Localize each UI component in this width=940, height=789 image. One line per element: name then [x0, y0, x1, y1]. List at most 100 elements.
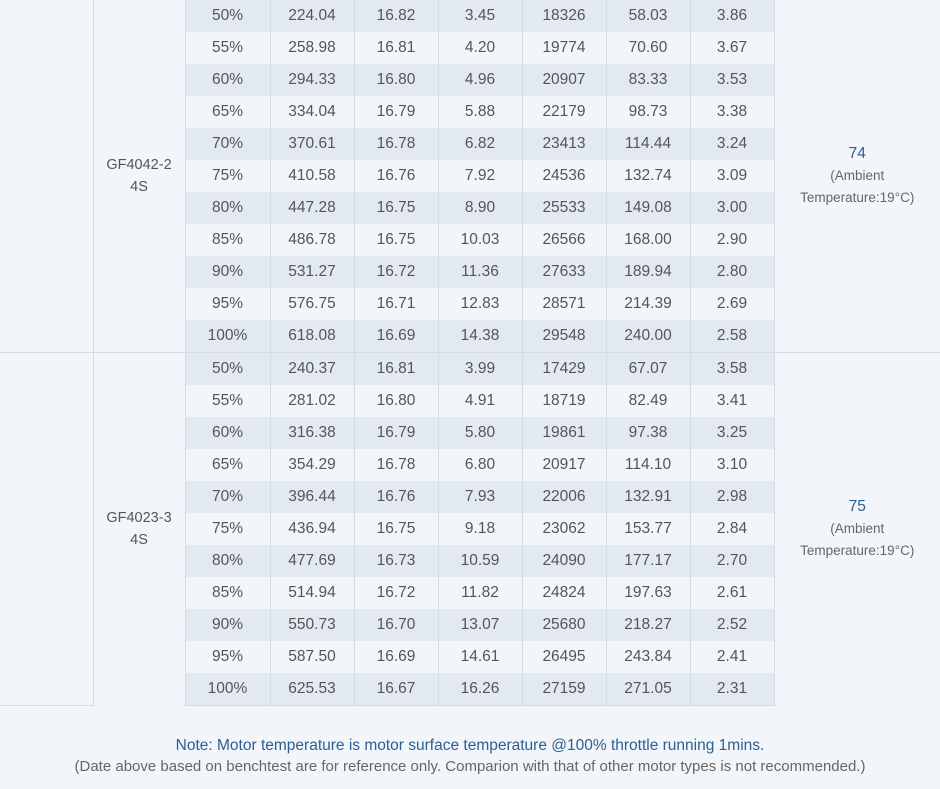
table-row: GF4042-2 4S 50% 224.04 16.82 3.45 18326 58.03 3.… — [0, 0, 940, 353]
table-row: 70% 396.44 16.76 7.93 22006 132.91 2.98 — [0, 481, 940, 513]
table-body: GF4042-2 4S 50% 224.04 16.82 3.45 18326 58.03 3.… — [0, 0, 940, 706]
value-cell: 370.61 — [269, 128, 355, 160]
value-cell: 16.76 — [353, 160, 439, 192]
value-cell: 25680 — [521, 609, 607, 641]
value-cell: 16.80 — [353, 64, 439, 96]
value-cell: 214.39 — [605, 288, 691, 320]
margin-cell — [0, 449, 94, 481]
table-row: 90% 531.27 16.72 11.36 27633 189.94 2.80 — [0, 256, 940, 288]
value-cell: 189.94 — [605, 256, 691, 288]
margin-cell — [0, 320, 94, 353]
table-row: 55% 258.98 16.81 4.20 19774 70.60 3.67 — [0, 32, 940, 64]
value-cell: 24090 — [521, 545, 607, 577]
margin-cell — [0, 128, 94, 160]
margin-cell — [0, 352, 94, 385]
value-cell: 486.78 — [269, 224, 355, 256]
value-cell: 2.69 — [689, 288, 775, 320]
value-cell: 531.27 — [269, 256, 355, 288]
value-cell: 4.91 — [437, 385, 523, 417]
value-cell: 16.69 — [353, 641, 439, 673]
value-cell: 3.09 — [689, 160, 775, 192]
throttle-cell: 75% — [184, 513, 271, 545]
value-cell: 2.70 — [689, 545, 775, 577]
value-cell: 20907 — [521, 64, 607, 96]
margin-cell — [0, 673, 94, 706]
value-cell: 7.93 — [437, 481, 523, 513]
value-cell: 3.00 — [689, 192, 775, 224]
value-cell: 26566 — [521, 224, 607, 256]
motor-model-cell: GF4023-3 4S — [92, 352, 186, 706]
value-cell: 28571 — [521, 288, 607, 320]
motor-model-cell: GF4042-2 4S — [92, 0, 186, 353]
value-cell: 114.10 — [605, 449, 691, 481]
throttle-cell: 80% — [184, 545, 271, 577]
throttle-cell: 80% — [184, 192, 271, 224]
value-cell: 4.20 — [437, 32, 523, 64]
battery-cells: 4S — [130, 532, 148, 549]
value-cell: 618.08 — [269, 320, 355, 353]
value-cell: 197.63 — [605, 577, 691, 609]
value-cell: 22179 — [521, 96, 607, 128]
throttle-cell: 50% — [184, 352, 271, 385]
throttle-cell: 100% — [184, 320, 271, 353]
motor-model: GF4023-3 — [106, 510, 172, 527]
value-cell: 16.70 — [353, 609, 439, 641]
value-cell: 2.41 — [689, 641, 775, 673]
value-cell: 168.00 — [605, 224, 691, 256]
motor-model: GF4042-2 — [106, 157, 172, 173]
value-cell: 16.67 — [353, 673, 439, 706]
value-cell: 16.80 — [353, 385, 439, 417]
value-cell: 447.28 — [269, 192, 355, 224]
value-cell: 3.25 — [689, 417, 775, 449]
throttle-cell: 55% — [184, 32, 271, 64]
margin-cell — [0, 288, 94, 320]
table-row: GF4023-3 4S 50% 240.37 16.81 3.99 17429 67.07 3.… — [0, 352, 940, 706]
throttle-cell: 70% — [184, 128, 271, 160]
value-cell: 436.94 — [269, 513, 355, 545]
motor-test-table: GF4042-2 4S 50% 224.04 16.82 3.45 18326 58.03 3.… — [0, 0, 940, 706]
table-row: 95% 587.50 16.69 14.61 26495 243.84 2.41 — [0, 641, 940, 673]
table-row: 55% 281.02 16.80 4.91 18719 82.49 3.41 — [0, 385, 940, 417]
value-cell: 27159 — [521, 673, 607, 706]
value-cell: 25533 — [521, 192, 607, 224]
value-cell: 19861 — [521, 417, 607, 449]
value-cell: 3.99 — [437, 352, 523, 385]
table-row: 90% 550.73 16.70 13.07 25680 218.27 2.52 — [0, 609, 940, 641]
value-cell: 3.53 — [689, 64, 775, 96]
margin-cell — [0, 96, 94, 128]
table-row: 70% 370.61 16.78 6.82 23413 114.44 3.24 — [0, 128, 940, 160]
margin-cell — [0, 224, 94, 256]
value-cell: 550.73 — [269, 609, 355, 641]
value-cell: 224.04 — [269, 0, 355, 32]
value-cell: 16.81 — [353, 352, 439, 385]
table-row: 85% 514.94 16.72 11.82 24824 197.63 2.61 — [0, 577, 940, 609]
value-cell: 18326 — [521, 0, 607, 32]
value-cell: 23062 — [521, 513, 607, 545]
value-cell: 281.02 — [269, 385, 355, 417]
throttle-cell: 60% — [184, 417, 271, 449]
value-cell: 13.07 — [437, 609, 523, 641]
value-cell: 10.03 — [437, 224, 523, 256]
throttle-cell: 90% — [184, 609, 271, 641]
value-cell: 10.59 — [437, 545, 523, 577]
margin-cell — [0, 577, 94, 609]
margin-cell — [0, 32, 94, 64]
margin-cell — [0, 513, 94, 545]
value-cell: 4.96 — [437, 64, 523, 96]
value-cell: 16.71 — [353, 288, 439, 320]
value-cell: 3.86 — [689, 0, 775, 32]
ambient-label: (Ambient — [830, 168, 885, 183]
throttle-cell: 75% — [184, 160, 271, 192]
margin-cell — [0, 385, 94, 417]
value-cell: 243.84 — [605, 641, 691, 673]
table-row: 85% 486.78 16.75 10.03 26566 168.00 2.90 — [0, 224, 940, 256]
value-cell: 14.38 — [437, 320, 523, 353]
value-cell: 477.69 — [269, 545, 355, 577]
throttle-cell: 60% — [184, 64, 271, 96]
value-cell: 218.27 — [605, 609, 691, 641]
value-cell: 24536 — [521, 160, 607, 192]
throttle-cell: 50% — [184, 0, 271, 32]
value-cell: 3.45 — [437, 0, 523, 32]
notes: Note: Motor temperature is motor surface… — [0, 736, 940, 778]
throttle-cell: 95% — [184, 288, 271, 320]
